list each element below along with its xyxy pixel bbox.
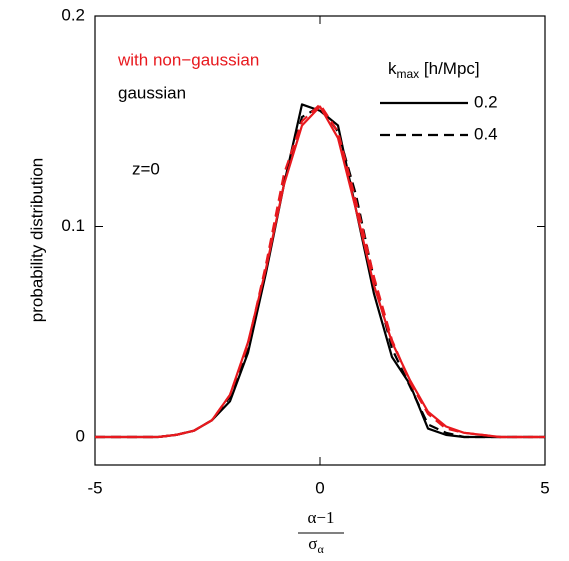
series-line <box>95 105 545 439</box>
y-axis-label: probability distribution <box>27 158 46 322</box>
x-tick-label: -5 <box>87 478 102 497</box>
legend-title-symbol: k <box>388 59 397 78</box>
legend-model-label: with non−gaussian <box>117 50 259 69</box>
x-tick-label: 5 <box>540 478 549 497</box>
legend-title-unit: [h/Mpc] <box>419 59 479 78</box>
series-line <box>95 105 545 439</box>
x-label-denominator-symbol: σ <box>308 534 317 553</box>
x-label-denominator-subscript: α <box>317 542 324 556</box>
legend-title-subscript: max <box>397 67 420 81</box>
y-tick-label: 0 <box>76 426 85 445</box>
y-tick-label: 0.1 <box>61 216 85 235</box>
legend-model-label: gaussian <box>118 83 186 102</box>
series-line <box>95 103 545 439</box>
x-tick-label: 0 <box>315 478 324 497</box>
legend-title: kmax [h/Mpc] <box>388 59 480 81</box>
series-line <box>95 103 545 439</box>
x-label-numerator: α−1 <box>308 508 335 527</box>
y-tick-label: 0.2 <box>61 5 85 24</box>
legend-kmax-label: 0.2 <box>474 92 498 111</box>
x-label-denominator: σα <box>308 534 324 556</box>
legend-kmax-label: 0.4 <box>474 124 498 143</box>
annotation: z=0 <box>132 159 160 178</box>
